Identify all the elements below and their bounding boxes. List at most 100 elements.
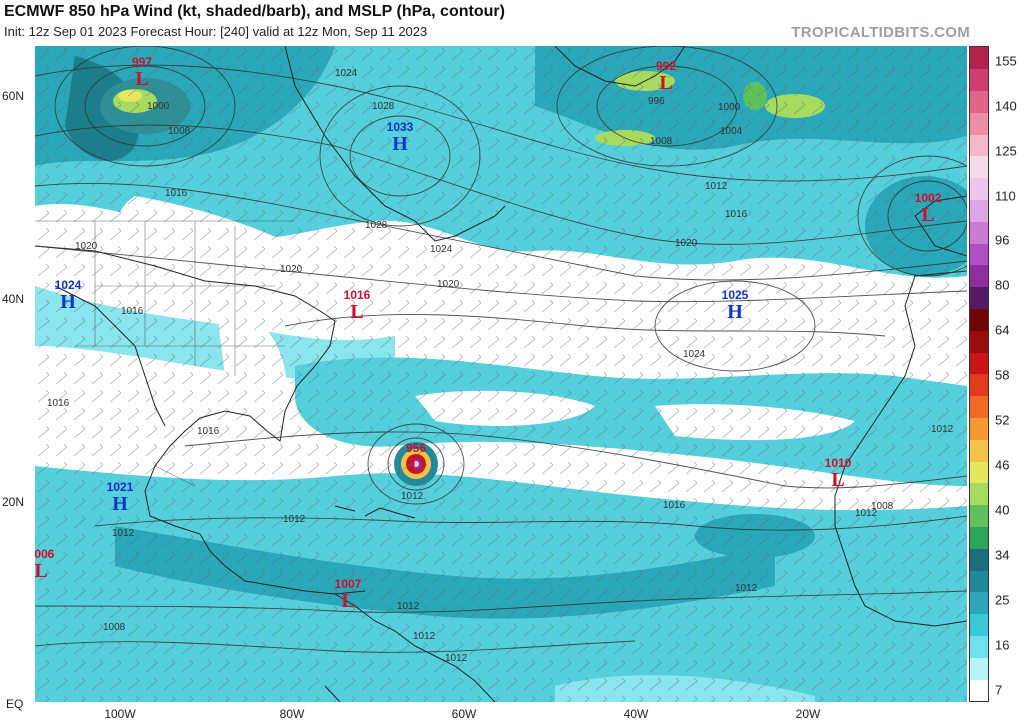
isobar-label: 996 xyxy=(648,96,665,107)
lon-label-60w: 60W xyxy=(451,707,477,721)
map-subtitle: Init: 12z Sep 01 2023 Forecast Hour: [24… xyxy=(4,24,428,39)
colorbar-segment xyxy=(970,90,988,113)
isobar-label: 1012 xyxy=(401,491,424,502)
isobar-label: 1020 xyxy=(280,264,303,275)
colorbar-segment xyxy=(970,199,988,222)
lon-label-100w: 100W xyxy=(104,707,136,721)
isobar-label: 1016 xyxy=(663,500,686,511)
map-title: ECMWF 850 hPa Wind (kt, shaded/barb), an… xyxy=(4,3,505,20)
brand-watermark: TROPICALTIDBITS.COM xyxy=(791,24,970,41)
lon-label-20w: 20W xyxy=(795,707,821,721)
wind-speed-colorbar xyxy=(969,46,989,702)
colorbar-segment xyxy=(970,243,988,266)
colorbar-segment xyxy=(970,657,988,680)
low-pressure-center: 1002 L xyxy=(914,191,942,226)
low-pressure-center: 997 L xyxy=(131,55,153,90)
isobar-label: 1012 xyxy=(931,424,954,435)
colorbar-segment xyxy=(970,613,988,637)
isobar-label: 1016 xyxy=(197,426,220,437)
isobar-label: 1016 xyxy=(725,209,748,220)
wind-barbs xyxy=(35,46,967,702)
colorbar-label: 125 xyxy=(995,143,1017,159)
political-borders xyxy=(35,220,295,487)
isobar-label: 1008 xyxy=(871,501,894,512)
lon-label-40w: 40W xyxy=(623,707,649,721)
isobar-label: 1012 xyxy=(283,514,306,525)
isobar-label: 1016 xyxy=(47,398,70,409)
colorbar-segment xyxy=(970,570,988,593)
colorbar-segment xyxy=(970,134,988,157)
isobar-label: 1024 xyxy=(335,68,358,79)
colorbar-label: 40 xyxy=(995,502,1010,518)
high-pressure-center: 1025 H xyxy=(721,288,749,323)
colorbar-label: 155 xyxy=(995,53,1017,69)
isobar-label: 1012 xyxy=(735,583,758,594)
colorbar-label: 96 xyxy=(995,232,1010,248)
isobar-label: 1008 xyxy=(103,622,126,633)
isobar-label: 1012 xyxy=(705,181,728,192)
colorbar-segment xyxy=(970,548,988,571)
isobar-label: 1012 xyxy=(112,528,135,539)
colorbar-segment xyxy=(970,177,988,201)
isobar-label: 1004 xyxy=(720,126,743,137)
colorbar-label: 64 xyxy=(995,322,1010,338)
isobar-label: 1028 xyxy=(365,220,388,231)
lat-label-60n: 60N xyxy=(2,89,25,103)
colorbar-segment xyxy=(970,221,988,244)
isobar-label: 1016 xyxy=(165,188,188,199)
colorbar-segment xyxy=(970,504,988,528)
isobar-label: 1020 xyxy=(75,241,98,252)
isobar-label: 1012 xyxy=(397,601,420,612)
colorbar-label: 110 xyxy=(995,188,1016,204)
colorbar-label: 16 xyxy=(995,637,1010,653)
isobar-label: 1012 xyxy=(855,508,878,519)
isobar-label: 1024 xyxy=(430,244,453,255)
lat-label-20n: 20N xyxy=(2,495,25,509)
colorbar-label: 25 xyxy=(995,592,1010,608)
colorbar-segment xyxy=(970,330,988,353)
hurricane-center: 956 L xyxy=(405,441,427,476)
high-pressure-center: 1024 H xyxy=(54,278,82,313)
colorbar-segment xyxy=(970,156,988,179)
isobar-label: 1020 xyxy=(437,279,460,290)
colorbar-label: 140 xyxy=(995,98,1017,114)
lat-label-40n: 40N xyxy=(2,292,25,306)
colorbar-segment xyxy=(970,439,988,462)
colorbar-segment xyxy=(970,526,988,549)
low-pressure-center: 1010 L xyxy=(824,456,852,491)
low-pressure-center: 1016 L xyxy=(343,288,371,323)
colorbar-label: 58 xyxy=(995,367,1010,383)
colorbar-segment xyxy=(970,308,988,331)
colorbar-segment xyxy=(970,483,988,506)
isobars xyxy=(35,46,967,653)
isobar-label: 1008 xyxy=(168,126,191,137)
colorbar-segment xyxy=(970,286,988,310)
coastlines xyxy=(35,46,967,702)
map-canvas xyxy=(35,46,967,702)
colorbar-segment xyxy=(970,374,988,397)
colorbar-segment xyxy=(970,352,988,375)
isobar-label: 1012 xyxy=(413,631,436,642)
isobar-label: 1016 xyxy=(121,306,144,317)
colorbar-label: 7 xyxy=(995,682,1003,698)
isobar-label: 1012 xyxy=(445,653,468,664)
colorbar-segment xyxy=(970,395,988,419)
colorbar-segment xyxy=(970,68,988,92)
low-pressure-center: 1006L xyxy=(35,547,55,582)
colorbar-label: 34 xyxy=(995,547,1010,563)
colorbar-segment xyxy=(970,265,988,288)
colorbar-segment xyxy=(970,112,988,135)
lon-label-80w: 80W xyxy=(279,707,305,721)
low-pressure-center: 1007 L xyxy=(334,577,362,612)
colorbar-segment xyxy=(970,461,988,484)
colorbar-segment xyxy=(970,592,988,615)
isobar-label: 1008 xyxy=(650,136,673,147)
isobar-label: 1024 xyxy=(683,349,706,360)
colorbar-label: 46 xyxy=(995,457,1010,473)
lat-label-eq: EQ xyxy=(6,697,24,711)
isobar-label: 1020 xyxy=(675,238,698,249)
colorbar-segment xyxy=(970,47,988,70)
low-pressure-center: 992 L xyxy=(655,59,677,94)
colorbar-label: 52 xyxy=(995,412,1010,428)
colorbar-segment xyxy=(970,417,988,440)
